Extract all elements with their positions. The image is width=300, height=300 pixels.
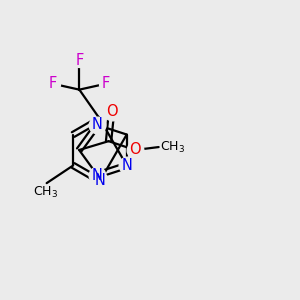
Text: O: O [106,104,117,119]
Text: O: O [129,142,141,158]
Text: N: N [92,167,103,182]
Text: F: F [102,76,110,91]
Text: F: F [49,76,57,91]
Text: N: N [94,173,105,188]
Text: CH$_3$: CH$_3$ [160,140,185,154]
Text: CH$_3$: CH$_3$ [33,184,58,200]
Text: F: F [75,53,83,68]
Text: N: N [121,158,132,173]
Text: N: N [92,118,103,133]
